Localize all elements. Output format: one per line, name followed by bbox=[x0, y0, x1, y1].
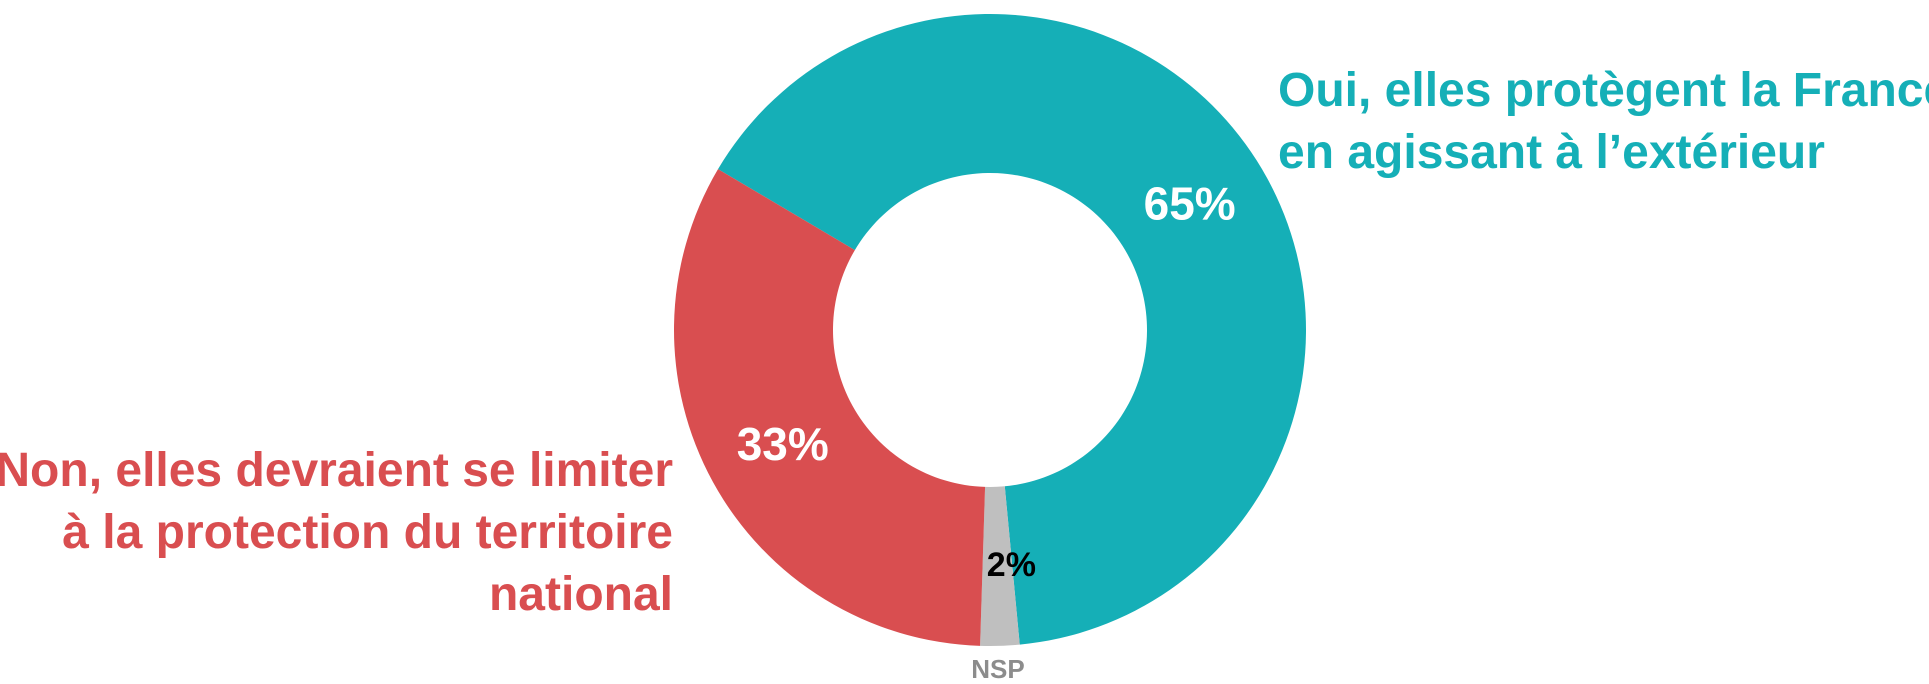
slice-non bbox=[674, 169, 986, 646]
value-label-non: 33% bbox=[737, 418, 829, 470]
category-label-nsp: NSP bbox=[971, 654, 1025, 684]
value-labels: 65% 2% 33% bbox=[737, 177, 1236, 584]
slice-nsp bbox=[980, 486, 1020, 646]
slice-oui bbox=[718, 14, 1306, 645]
category-label-non-line-2: à la protection du territoire bbox=[62, 506, 673, 559]
category-label-non: Non, elles devraient se limiter à la pro… bbox=[0, 440, 673, 626]
category-label-oui: Oui, elles protègent la France en agissa… bbox=[1278, 60, 1929, 184]
category-label-oui-line-1: Oui, elles protègent la France bbox=[1278, 64, 1929, 117]
category-label-oui-line-2: en agissant à l’extérieur bbox=[1278, 126, 1825, 179]
donut-slices bbox=[674, 14, 1306, 646]
category-label-non-line-3: national bbox=[488, 568, 673, 621]
value-label-nsp: 2% bbox=[987, 546, 1036, 584]
category-label-non-line-1: Non, elles devraient se limiter bbox=[0, 444, 673, 497]
value-label-oui: 65% bbox=[1144, 177, 1236, 229]
